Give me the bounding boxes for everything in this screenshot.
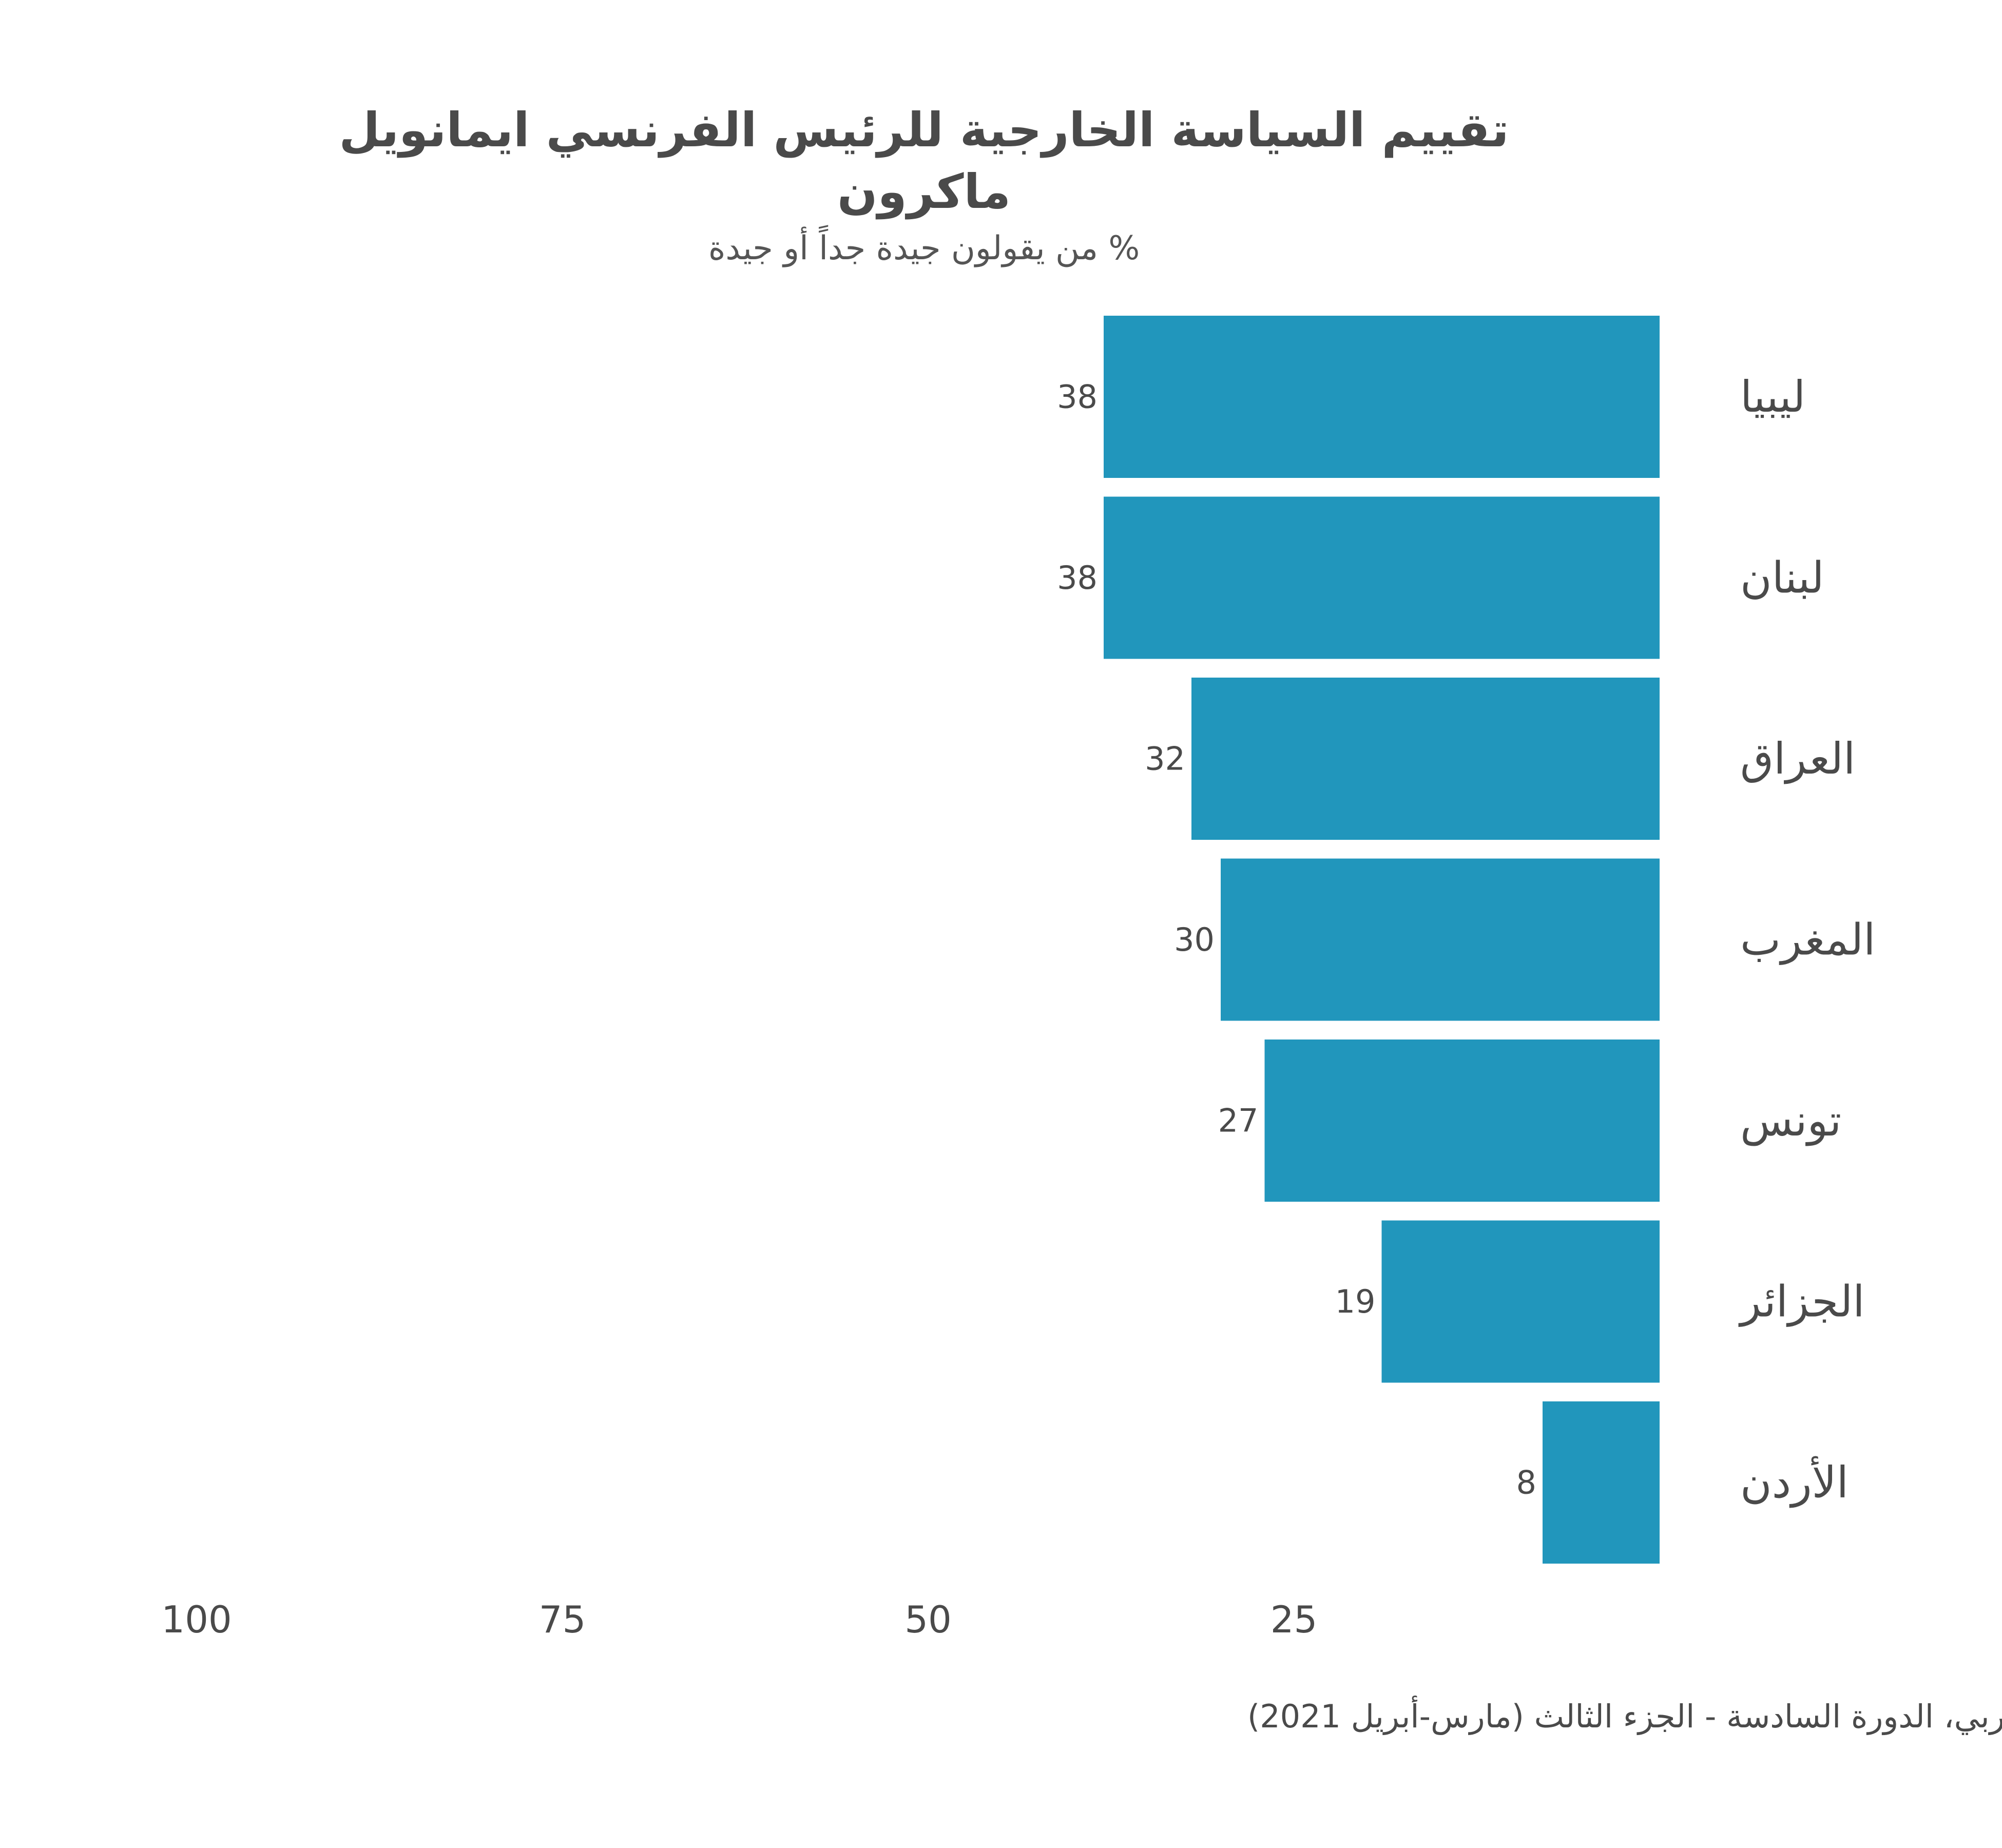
- bar-3: [1191, 678, 1660, 840]
- category-label-7: الأردن: [1740, 1456, 1849, 1508]
- value-label-1: 38: [1057, 378, 1098, 416]
- x-axis-ticks-group: 100 75 50 25: [161, 1598, 1317, 1641]
- value-label-5: 27: [1218, 1102, 1259, 1140]
- category-label-3: العراق: [1740, 734, 1855, 784]
- bar-7: [1543, 1401, 1660, 1564]
- category-labels-group: ليبيا لبنان العراق المغرب تونس الجزائر الأردن: [1738, 372, 1875, 1508]
- category-label-4: المغرب: [1740, 915, 1875, 966]
- category-label-5: تونس: [1740, 1095, 1841, 1146]
- category-label-6: الجزائر: [1738, 1277, 1865, 1327]
- x-tick-label-3: 50: [904, 1598, 952, 1641]
- value-label-3: 32: [1145, 740, 1185, 778]
- chart-title-line-1: تقييم السياسة الخارجية للرئيس الفرنسي اي…: [339, 103, 1509, 158]
- value-label-2: 38: [1057, 559, 1098, 596]
- bar-5: [1264, 1040, 1660, 1202]
- chart-caption: الباروميتر العربي، الدورة السادسة - الجز…: [1247, 1696, 2002, 1735]
- category-label-1: ليبيا: [1740, 372, 1805, 422]
- value-label-6: 19: [1335, 1283, 1376, 1320]
- bars-group: [1104, 316, 1660, 1564]
- bar-2: [1104, 496, 1660, 659]
- x-tick-label-1: 100: [161, 1598, 232, 1641]
- bar-1: [1104, 316, 1660, 478]
- bar-6: [1381, 1220, 1660, 1383]
- chart-title-line-2: ماكرون: [837, 164, 1011, 220]
- category-label-2: لبنان: [1740, 553, 1824, 603]
- x-tick-label-4: 25: [1270, 1598, 1318, 1641]
- bar-4: [1221, 858, 1660, 1021]
- x-tick-label-2: 75: [539, 1598, 586, 1641]
- value-labels-group: 38 38 32 30 27 19 8: [1057, 378, 1536, 1502]
- value-label-4: 30: [1174, 921, 1215, 958]
- chart-subtitle: % من يقولون جيدة جداً أو جيدة: [708, 225, 1140, 267]
- value-label-7: 8: [1516, 1464, 1536, 1502]
